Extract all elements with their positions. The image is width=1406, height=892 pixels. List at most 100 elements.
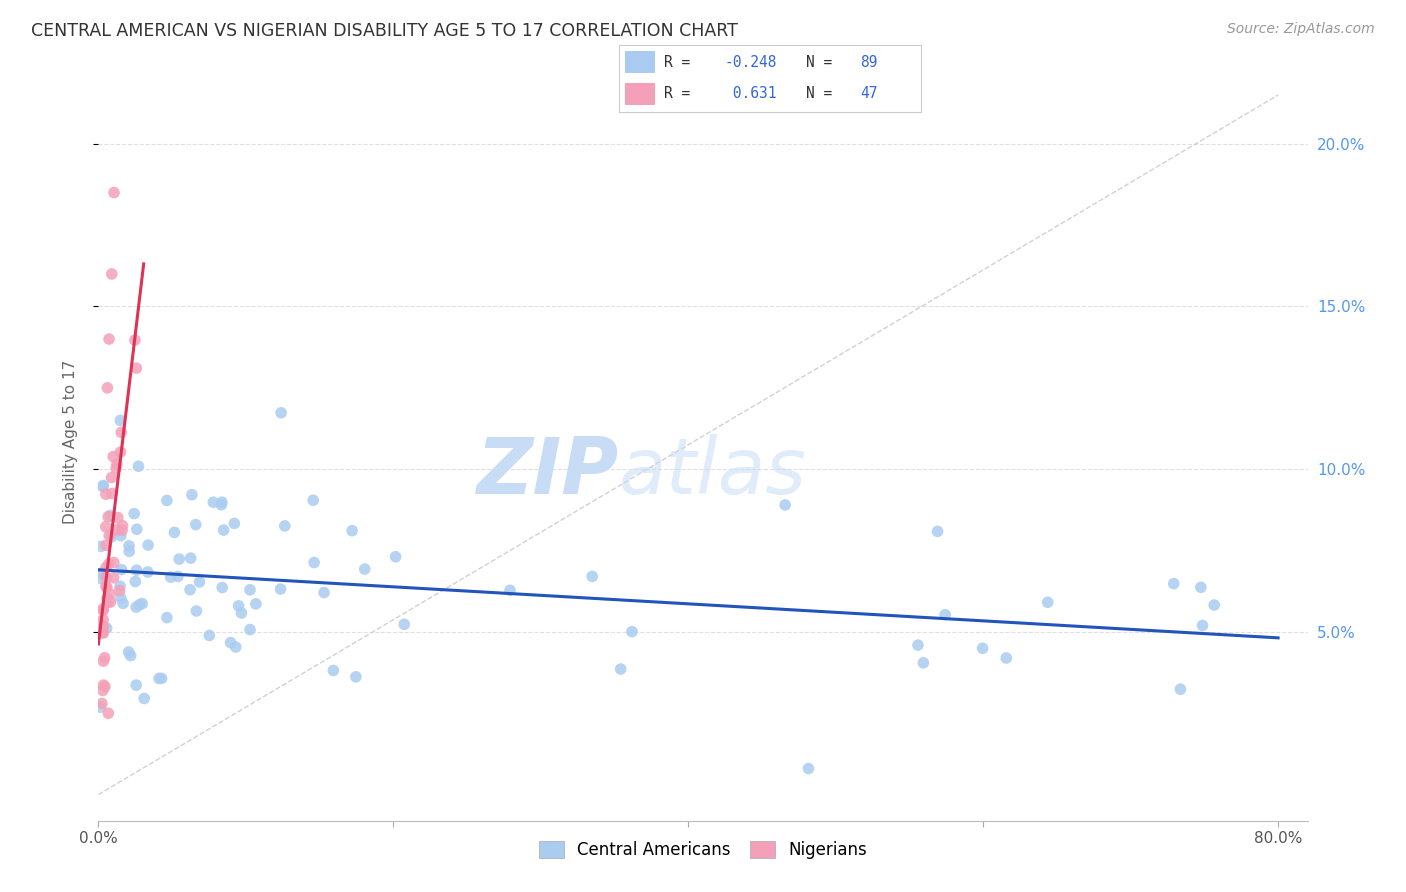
Point bbox=[108, 583, 131, 598]
Point bbox=[101, 267, 124, 281]
Point bbox=[581, 569, 603, 583]
Text: 47: 47 bbox=[860, 87, 877, 102]
Point bbox=[211, 581, 233, 595]
Text: atlas: atlas bbox=[619, 434, 806, 510]
Point bbox=[167, 552, 190, 566]
Point bbox=[91, 625, 114, 640]
Point bbox=[96, 591, 118, 606]
Legend: Central Americans, Nigerians: Central Americans, Nigerians bbox=[531, 834, 875, 865]
Point bbox=[98, 528, 121, 542]
Point bbox=[148, 672, 170, 686]
Point bbox=[219, 635, 242, 649]
Text: CENTRAL AMERICAN VS NIGERIAN DISABILITY AGE 5 TO 17 CORRELATION CHART: CENTRAL AMERICAN VS NIGERIAN DISABILITY … bbox=[31, 22, 738, 40]
Text: 89: 89 bbox=[860, 54, 877, 70]
Point bbox=[270, 582, 292, 596]
Point bbox=[184, 517, 207, 532]
Point bbox=[995, 651, 1018, 665]
Point bbox=[322, 664, 344, 678]
Point bbox=[93, 650, 115, 665]
Point bbox=[96, 381, 118, 395]
Point bbox=[97, 509, 120, 524]
Point bbox=[91, 603, 114, 617]
Point bbox=[96, 581, 118, 595]
Point bbox=[118, 645, 141, 659]
Point bbox=[212, 523, 235, 537]
Point bbox=[239, 623, 262, 637]
Point bbox=[110, 529, 132, 543]
Point bbox=[89, 700, 111, 714]
Point bbox=[91, 602, 114, 616]
Point bbox=[186, 604, 208, 618]
Point bbox=[94, 580, 117, 594]
Point bbox=[105, 461, 128, 475]
Point bbox=[198, 628, 221, 642]
Point bbox=[239, 582, 262, 597]
Point bbox=[105, 457, 128, 471]
Point bbox=[96, 621, 118, 635]
Point bbox=[245, 597, 267, 611]
Text: R =: R = bbox=[664, 87, 699, 102]
Point bbox=[131, 597, 153, 611]
Point bbox=[384, 549, 406, 564]
Point bbox=[124, 333, 146, 347]
Point bbox=[270, 406, 292, 420]
Point bbox=[91, 626, 114, 640]
Point bbox=[90, 572, 112, 586]
Text: ZIP: ZIP bbox=[477, 434, 619, 510]
Point bbox=[1204, 598, 1226, 612]
Point bbox=[103, 186, 125, 200]
Point bbox=[103, 571, 125, 585]
Point bbox=[1170, 682, 1192, 697]
Point bbox=[125, 563, 148, 577]
Text: R =: R = bbox=[664, 54, 699, 70]
Point bbox=[127, 459, 149, 474]
Point bbox=[96, 570, 118, 584]
Point bbox=[274, 519, 297, 533]
Point bbox=[94, 487, 117, 501]
Point bbox=[609, 662, 631, 676]
Point bbox=[912, 656, 935, 670]
Point bbox=[98, 332, 121, 346]
Text: N =: N = bbox=[806, 87, 841, 102]
Point bbox=[94, 520, 117, 534]
Point bbox=[1189, 580, 1212, 594]
Point bbox=[98, 587, 121, 601]
Point bbox=[340, 524, 363, 538]
Point bbox=[394, 617, 416, 632]
Point bbox=[100, 595, 122, 609]
Point bbox=[159, 570, 181, 584]
Point bbox=[90, 540, 112, 554]
Point bbox=[111, 523, 134, 537]
Point bbox=[97, 706, 120, 721]
Point bbox=[110, 591, 132, 605]
Point bbox=[90, 697, 112, 711]
Point bbox=[110, 445, 132, 459]
Point bbox=[1191, 618, 1213, 632]
Point bbox=[181, 488, 204, 502]
Point bbox=[124, 574, 146, 589]
Point bbox=[122, 507, 145, 521]
Point bbox=[110, 563, 132, 577]
Point bbox=[94, 561, 117, 575]
Point bbox=[125, 522, 148, 536]
Point bbox=[91, 480, 114, 494]
Point bbox=[353, 562, 375, 576]
Point bbox=[150, 671, 173, 685]
Point bbox=[125, 678, 148, 692]
Point bbox=[125, 600, 148, 615]
Point bbox=[103, 450, 125, 464]
Point bbox=[91, 683, 114, 698]
Point bbox=[91, 619, 114, 633]
Point bbox=[188, 574, 211, 589]
Point bbox=[209, 498, 232, 512]
Point bbox=[136, 565, 159, 579]
Point bbox=[231, 606, 253, 620]
Point bbox=[107, 510, 129, 524]
Point bbox=[91, 613, 114, 627]
Point bbox=[94, 680, 117, 694]
Point bbox=[621, 624, 644, 639]
Point bbox=[136, 538, 159, 552]
Bar bbox=[624, 83, 655, 104]
Point bbox=[225, 640, 247, 654]
Point bbox=[499, 583, 522, 598]
